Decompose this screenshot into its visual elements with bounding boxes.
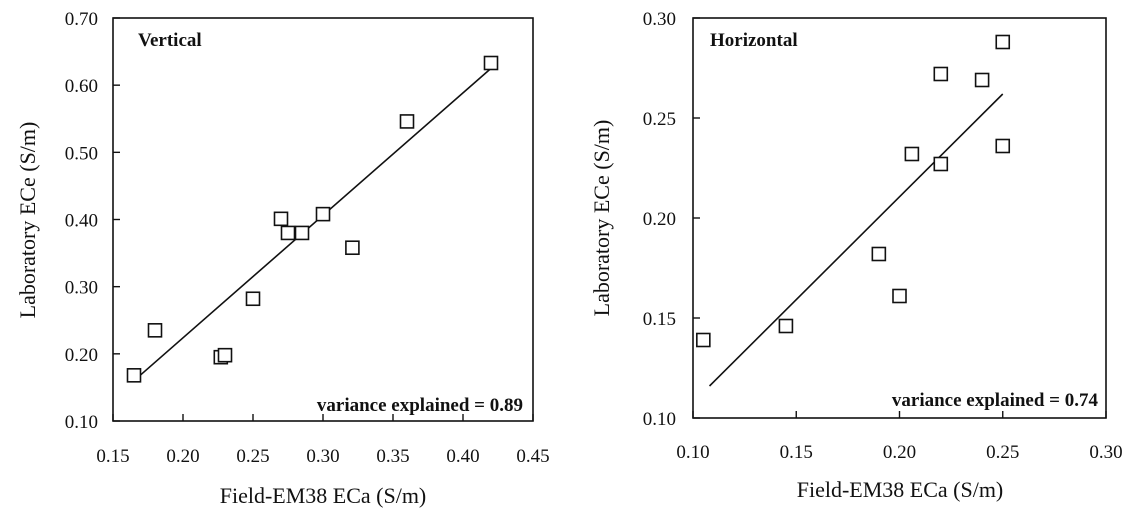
vertical-data-point [483,55,499,71]
horizontal-data-point [778,318,794,334]
vertical-x-tick-label: 0.45 [516,446,549,467]
horizontal-data-point [995,138,1011,154]
vertical-data-point [315,206,331,222]
horizontal-variance-annotation: variance explained = 0.74 [892,390,1099,411]
horizontal-data-point [696,332,711,348]
vertical-x-tick-label: 0.35 [376,446,409,467]
vertical-y-tick-label: 0.10 [65,412,98,433]
horizontal-x-axis-label: Field-EM38 ECa (S/m) [797,477,1004,502]
vertical-data-point [217,347,233,363]
vertical-data-point [294,225,310,241]
vertical-data-point [399,114,415,129]
vertical-regression-line [133,67,492,382]
vertical-y-tick-label: 0.60 [65,76,98,97]
horizontal-data-point [995,34,1011,50]
vertical-x-tick-label: 0.40 [446,446,479,467]
vertical-data-point [345,240,360,256]
horizontal-data-point [974,72,990,88]
vertical-panel: Vertical variance explained = 0.89 Field… [15,9,550,508]
horizontal-panel: Horizontal variance explained = 0.74 Fie… [589,9,1123,502]
horizontal-y-tick-label: 0.10 [643,409,676,430]
vertical-panel-title: Vertical [138,30,202,51]
vertical-y-tick-label: 0.30 [65,278,98,299]
vertical-x-tick-label: 0.15 [96,446,129,467]
horizontal-data-point [892,288,907,304]
vertical-data-point [126,368,142,383]
vertical-x-tick-label: 0.20 [166,446,199,467]
vertical-y-axis-label: Laboratory ECe (S/m) [15,122,40,319]
horizontal-regression-line [708,93,1004,387]
horizontal-plot-frame [692,17,1107,419]
horizontal-x-tick-label: 0.20 [883,442,916,463]
vertical-data-point [245,291,261,307]
vertical-y-tick-label: 0.70 [65,9,98,30]
vertical-y-tick-label: 0.20 [65,345,98,366]
horizontal-y-tick-label: 0.30 [643,9,676,30]
horizontal-x-tick-label: 0.30 [1089,442,1122,463]
vertical-x-tick-label: 0.25 [236,446,269,467]
horizontal-y-tick-label: 0.25 [643,109,676,130]
horizontal-data-point [933,156,949,172]
horizontal-data-point [871,246,887,262]
vertical-x-axis-label: Field-EM38 ECa (S/m) [220,483,427,508]
vertical-data-point [273,211,289,227]
vertical-variance-annotation: variance explained = 0.89 [317,395,523,416]
horizontal-y-tick-label: 0.15 [643,309,676,330]
vertical-y-tick-label: 0.50 [65,143,98,164]
vertical-data-point [280,225,296,241]
horizontal-panel-title: Horizontal [710,30,798,51]
horizontal-y-axis-label: Laboratory ECe (S/m) [589,120,614,317]
vertical-x-tick-label: 0.30 [306,446,339,467]
horizontal-x-tick-label: 0.25 [986,442,1019,463]
horizontal-data-point [933,66,949,82]
horizontal-data-point [904,146,920,162]
horizontal-y-tick-label: 0.20 [643,209,676,230]
vertical-y-tick-label: 0.40 [65,211,98,232]
vertical-data-point [147,323,163,338]
horizontal-x-tick-label: 0.10 [676,442,709,463]
horizontal-x-tick-label: 0.15 [780,442,813,463]
